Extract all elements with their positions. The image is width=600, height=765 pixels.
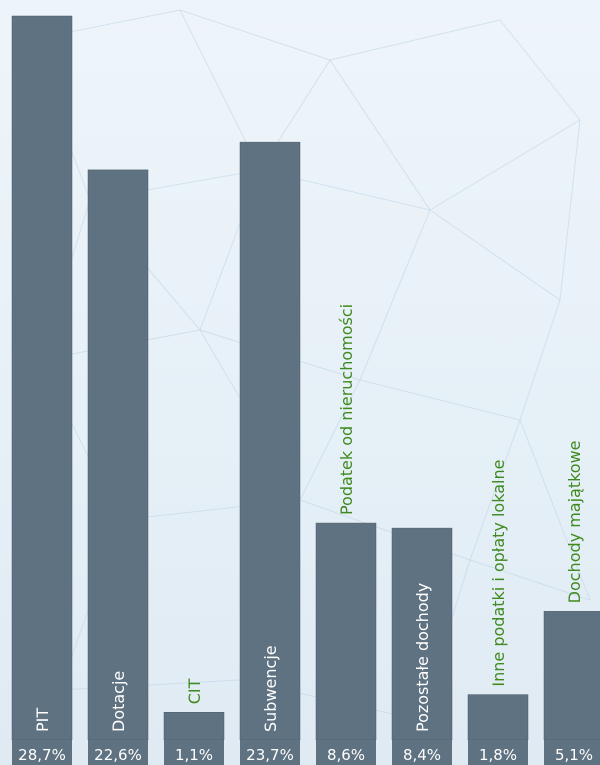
mesh-line [519,419,591,601]
category-label: Inne podatki i opłaty lokalne [489,460,508,687]
bar-base [544,740,600,765]
mesh-line [299,379,361,501]
bar-series [11,15,600,765]
mesh-line [469,559,591,601]
bar [315,522,377,741]
value-label: 28,7% [18,746,66,764]
mesh-line [499,19,581,121]
value-label: 23,7% [246,746,294,764]
bar-base [240,740,300,765]
mesh-line [59,679,241,691]
value-label: 1,1% [175,746,213,764]
value-label: 1,8% [479,746,517,764]
bar-base [468,740,528,765]
category-label: PIT [33,708,52,732]
mesh-line [179,9,331,61]
category-label: Subwencje [261,645,280,732]
value-label: 22,6% [94,746,142,764]
mesh-line [519,299,561,421]
bar [163,712,225,741]
mesh-line [469,419,521,561]
bar-base [12,740,72,765]
bar-base [392,740,452,765]
mesh-line [429,119,581,211]
bar [239,141,301,741]
value-labels: 28,7% 22,6% 1,1% 23,7% 8,6% 8,4% 1,8% 5,1% [18,746,593,764]
category-label: CIT [185,678,204,704]
bar-base [316,740,376,765]
mesh-line [429,209,561,301]
bar-base [164,740,224,765]
mesh-line [359,379,521,421]
value-label: 5,1% [555,746,593,764]
category-label: Dochody majątkowe [565,440,584,603]
bar-base [88,740,148,765]
category-label: Podatek od nieruchomości [337,304,356,515]
bar [11,15,73,741]
value-label: 8,4% [403,746,441,764]
bar [467,694,529,741]
mesh-line [329,59,431,211]
bar [391,527,453,741]
category-label: Dotacje [109,671,128,732]
mesh-line [329,19,501,61]
mesh-line [559,119,581,301]
bar [87,169,149,741]
value-label: 8,6% [327,746,365,764]
bar [543,611,600,741]
category-labels: PIT Dotacje CIT Subwencje Podatek od nieruch… [33,304,584,732]
category-label: Pozostałe dochody [413,583,432,732]
mesh-line [359,209,431,381]
